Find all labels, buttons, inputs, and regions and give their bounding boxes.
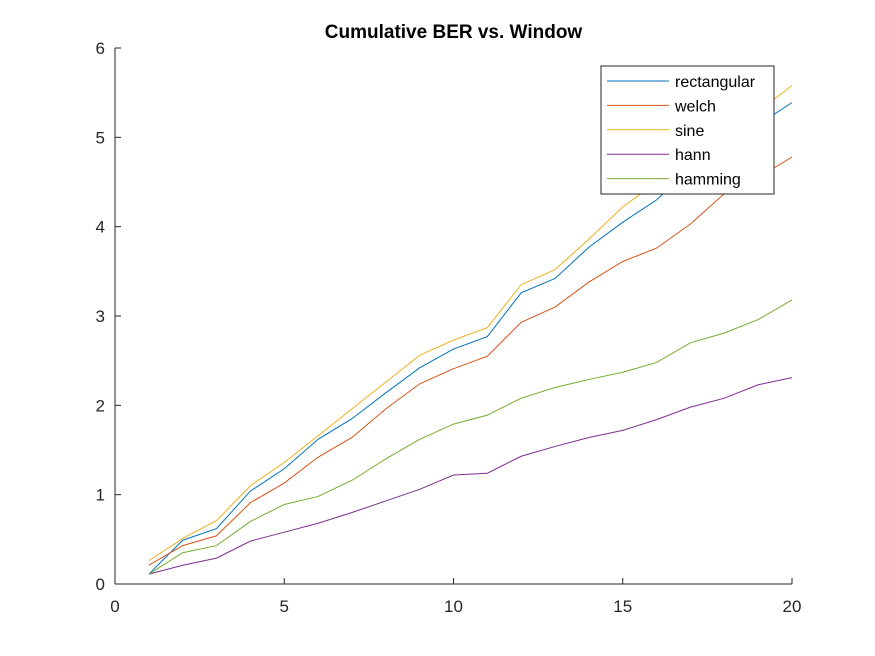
legend-label-rectangular: rectangular (675, 74, 756, 91)
series-line-hamming (148, 299, 793, 575)
y-tick-label: 5 (96, 128, 105, 147)
y-tick-label: 4 (96, 218, 105, 237)
y-tick-label: 2 (96, 396, 105, 415)
series-line-welch (148, 156, 793, 566)
x-tick-label: 0 (110, 597, 119, 616)
legend-label-welch: welch (674, 98, 716, 115)
x-tick-label: 5 (280, 597, 289, 616)
legend: rectangular welch sine hann hamming (600, 65, 775, 195)
y-tick-label: 6 (96, 39, 105, 58)
y-tick-label: 1 (96, 486, 105, 505)
legend-label-hamming: hamming (675, 172, 741, 189)
y-tick-label: 3 (96, 307, 105, 326)
legend-label-sine: sine (675, 123, 704, 140)
x-tick-label: 15 (613, 597, 632, 616)
x-tick-label: 20 (783, 597, 802, 616)
legend-label-hann: hann (675, 147, 711, 164)
x-tick-label: 10 (444, 597, 463, 616)
series-line-hann (148, 377, 793, 575)
chart-title: Cumulative BER vs. Window (325, 22, 583, 43)
axes: 0 5 10 15 20 0 1 2 3 4 5 6 (96, 39, 802, 616)
y-tick-label: 0 (96, 575, 105, 594)
